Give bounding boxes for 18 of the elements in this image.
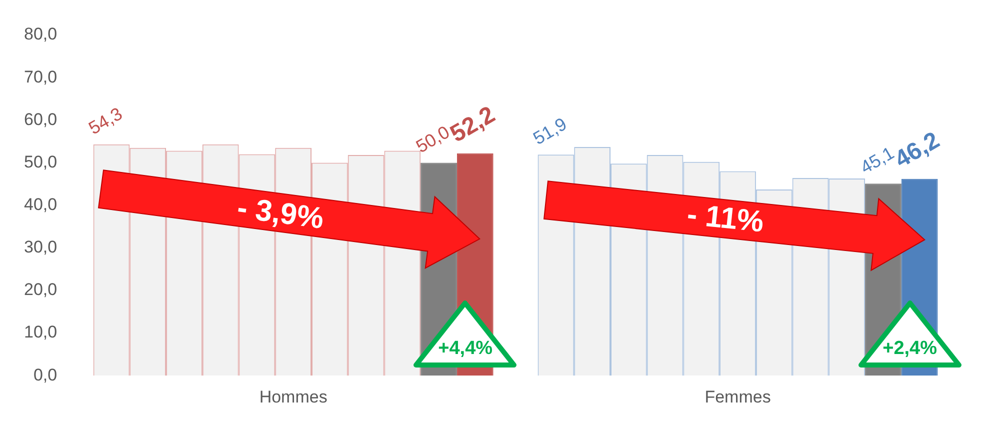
y-tick-label: 20,0 xyxy=(24,280,58,300)
y-tick-label: 50,0 xyxy=(24,152,58,172)
y-tick-label: 10,0 xyxy=(24,322,58,342)
y-tick-label: 30,0 xyxy=(24,238,58,257)
annotation: +4,4% xyxy=(438,338,493,360)
y-tick-label: 0,0 xyxy=(33,365,58,384)
x-tick-label: Femmes xyxy=(704,387,771,406)
data-label: 54,3 xyxy=(85,104,126,138)
annotation: - 3,9% xyxy=(235,192,326,237)
y-tick-label: 80,0 xyxy=(24,24,58,44)
data-label: 45,1 xyxy=(857,142,898,178)
y-tick-label: 70,0 xyxy=(24,67,58,86)
annotation: +2,4% xyxy=(882,338,937,360)
y-tick-label: 40,0 xyxy=(24,194,58,214)
x-tick-label: Hommes xyxy=(259,387,328,406)
annotation: - 11% xyxy=(685,198,766,240)
y-tick-label: 60,0 xyxy=(24,110,58,129)
data-label: 51,9 xyxy=(530,114,570,149)
